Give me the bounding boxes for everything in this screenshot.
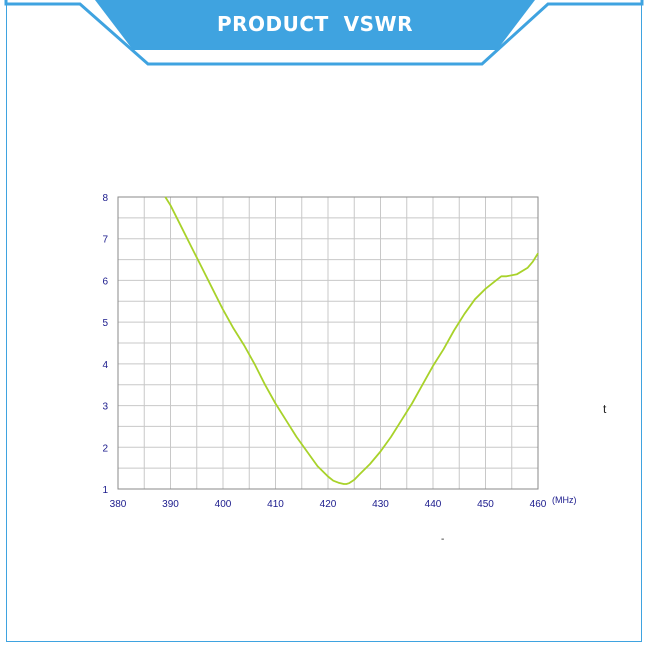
x-tick-label: 380 bbox=[110, 499, 127, 510]
stray-dash: - bbox=[441, 534, 445, 545]
y-tick-label: 1 bbox=[102, 485, 108, 496]
y-tick-label: 7 bbox=[102, 235, 108, 246]
x-tick-label: 410 bbox=[267, 499, 284, 510]
x-tick-label: 400 bbox=[215, 499, 232, 510]
y-tick-label: 5 bbox=[102, 318, 108, 329]
x-unit-label: (MHz) bbox=[552, 495, 577, 505]
y-tick-label: 4 bbox=[102, 360, 108, 371]
vswr-curve bbox=[164, 196, 539, 485]
stray-letter: t bbox=[603, 402, 607, 416]
x-tick-label: 430 bbox=[372, 499, 389, 510]
plot-border bbox=[117, 196, 539, 490]
header-outline bbox=[4, 0, 644, 66]
y-tick-label: 2 bbox=[102, 443, 108, 454]
header-title-plate bbox=[95, 0, 535, 50]
x-tick-label: 440 bbox=[425, 499, 442, 510]
x-tick-label: 420 bbox=[320, 499, 337, 510]
y-tick-label: 6 bbox=[102, 276, 108, 287]
x-tick-label: 460 bbox=[530, 499, 547, 510]
x-tick-label: 390 bbox=[162, 499, 179, 510]
page-title: PRODUCT VSWR bbox=[217, 12, 413, 36]
x-tick-label: 450 bbox=[477, 499, 494, 510]
y-tick-label: 3 bbox=[102, 402, 108, 413]
y-tick-label: 8 bbox=[102, 193, 108, 204]
header-banner bbox=[4, 0, 644, 66]
